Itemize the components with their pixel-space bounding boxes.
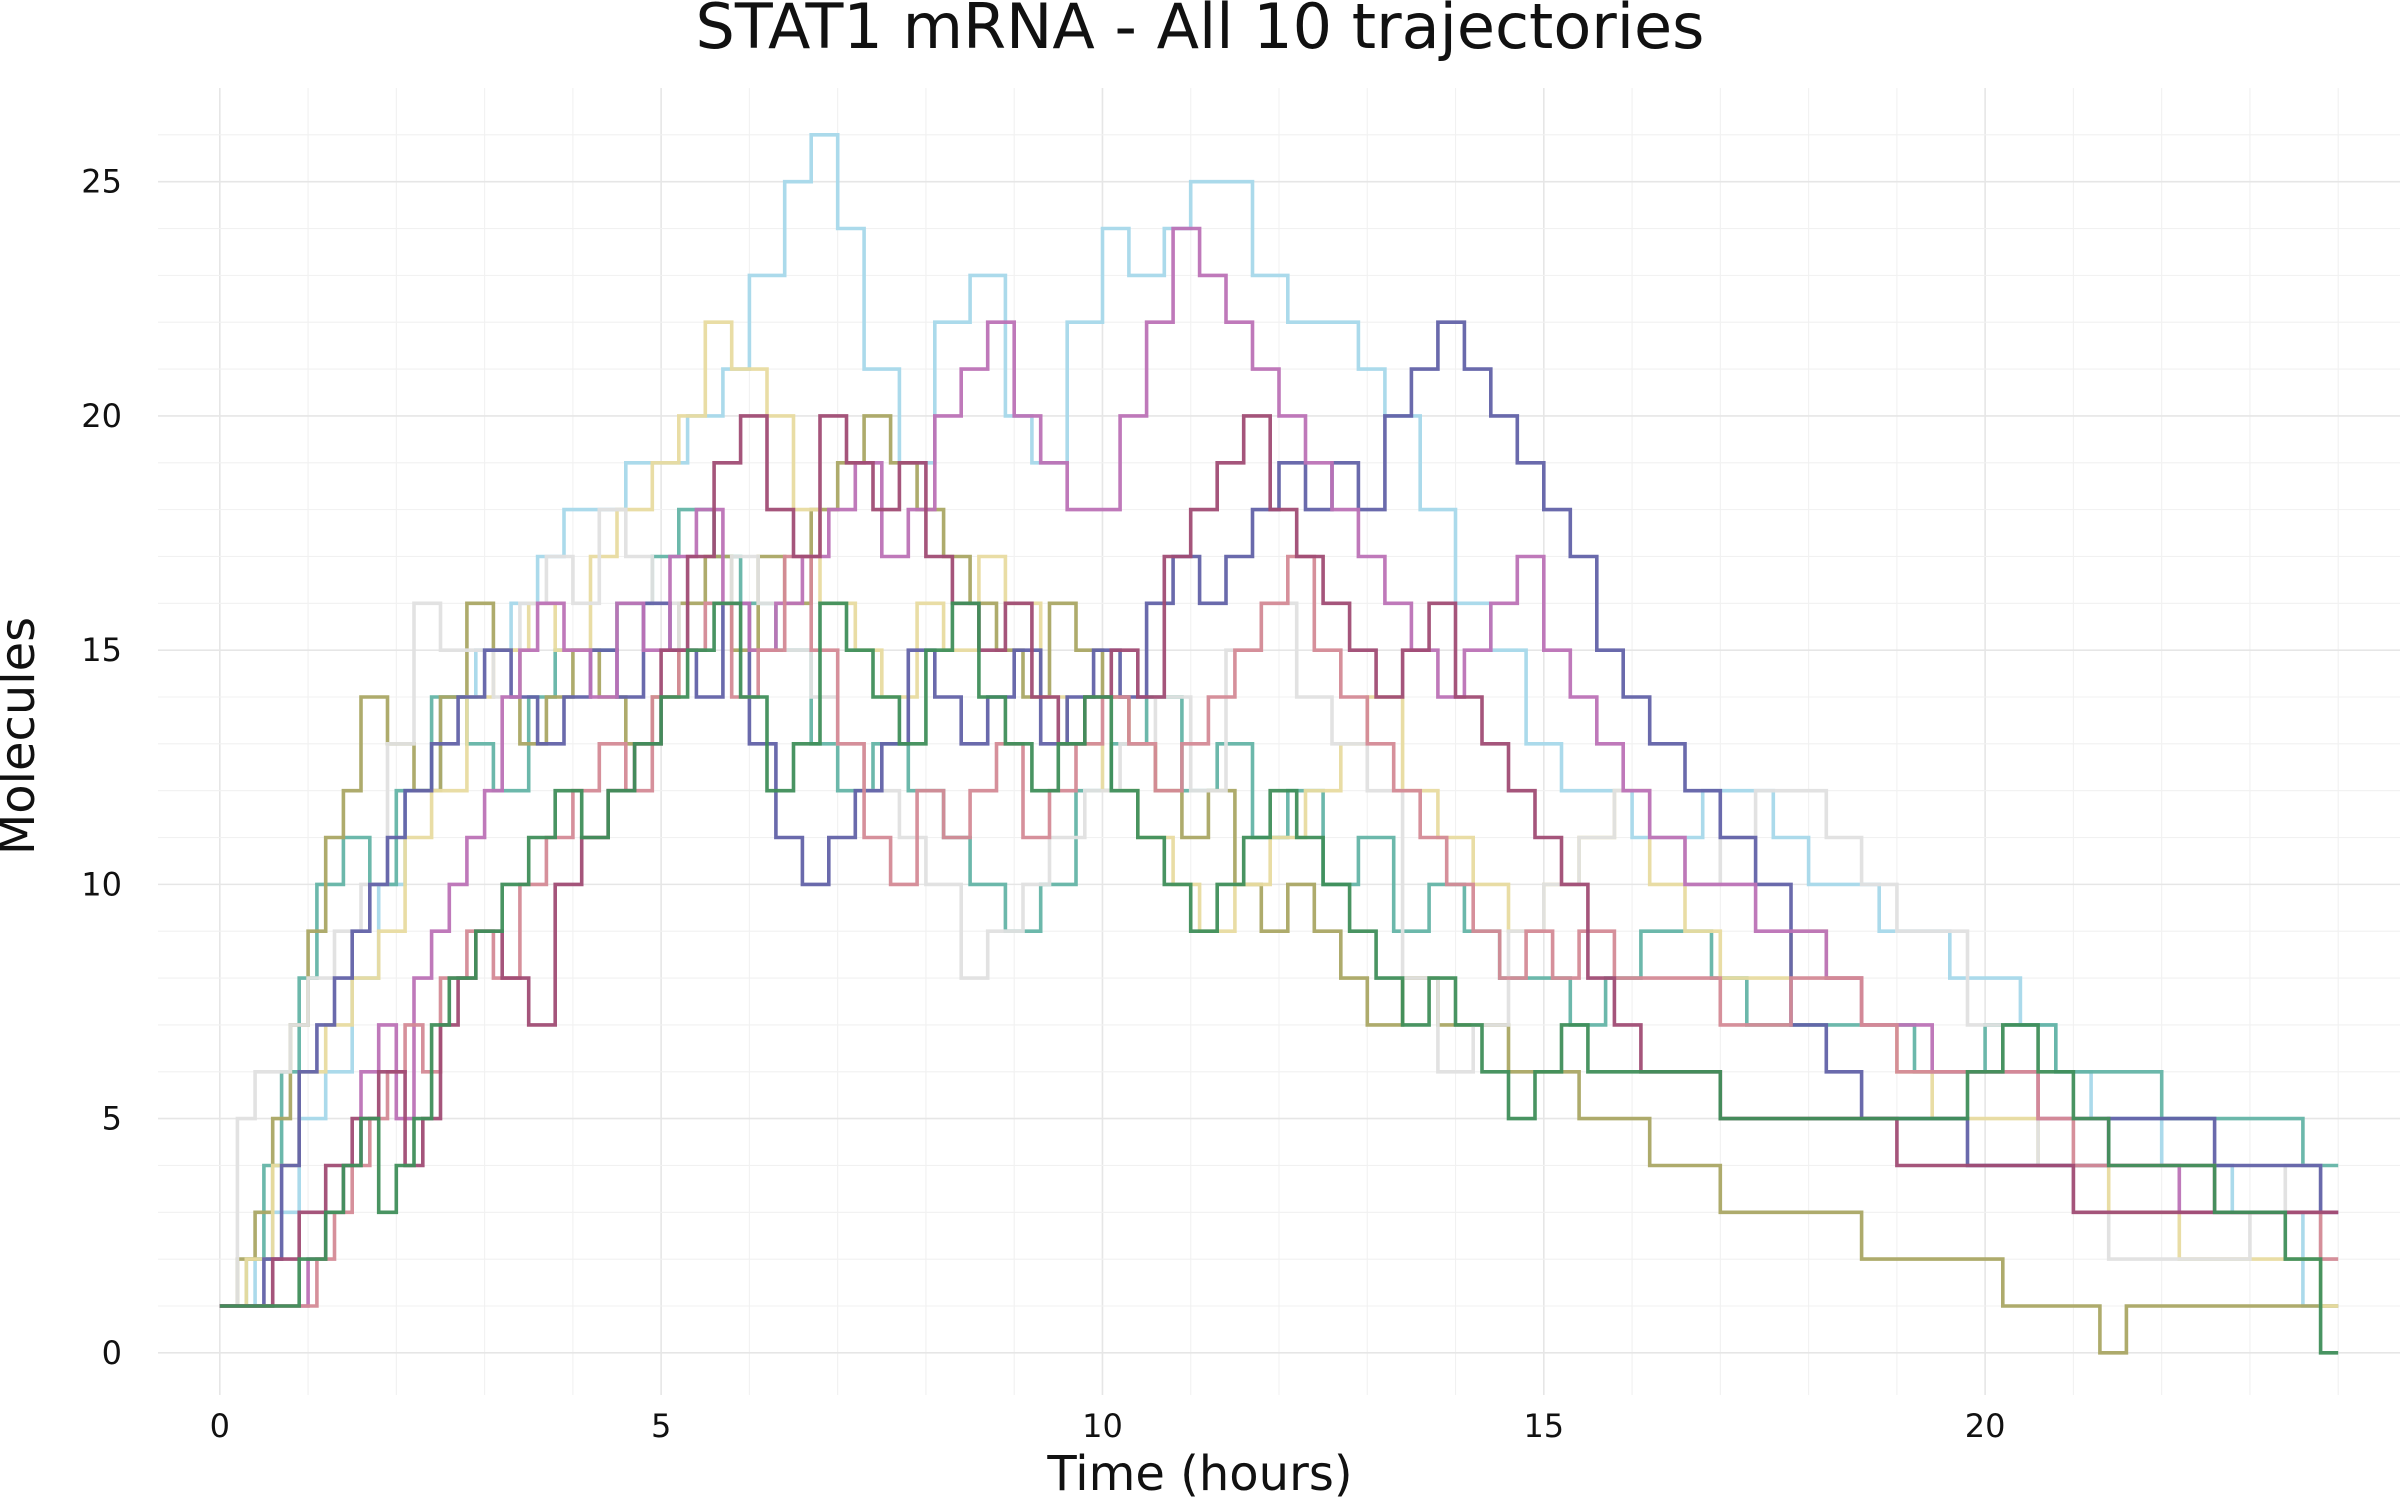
x-tick-label: 20 xyxy=(1965,1407,2006,1445)
x-tick-label: 15 xyxy=(1523,1407,1564,1445)
series-line-6 xyxy=(219,320,2339,1308)
x-axis-label: Time (hours) xyxy=(1046,1446,1352,1500)
y-tick-labels: 0 5 10 15 20 25 xyxy=(81,163,122,1372)
y-tick-label: 5 xyxy=(102,1100,122,1138)
y-tick-label: 10 xyxy=(81,865,122,903)
series-line-7 xyxy=(219,226,2339,1308)
y-axis-label: Molecules xyxy=(0,617,46,855)
grid xyxy=(158,88,2400,1395)
y-tick-label: 15 xyxy=(81,631,122,669)
y-tick-label: 0 xyxy=(102,1334,122,1372)
series-line-10 xyxy=(219,601,2339,1355)
y-tick-label: 20 xyxy=(81,397,122,435)
y-tick-label: 25 xyxy=(81,163,122,201)
x-tick-labels: 0 5 10 15 20 xyxy=(210,1407,2006,1445)
series-lines xyxy=(219,133,2339,1355)
x-tick-label: 5 xyxy=(651,1407,671,1445)
chart-title: STAT1 mRNA - All 10 trajectories xyxy=(696,0,1705,63)
x-tick-label: 10 xyxy=(1082,1407,1123,1445)
x-tick-label: 0 xyxy=(210,1407,230,1445)
